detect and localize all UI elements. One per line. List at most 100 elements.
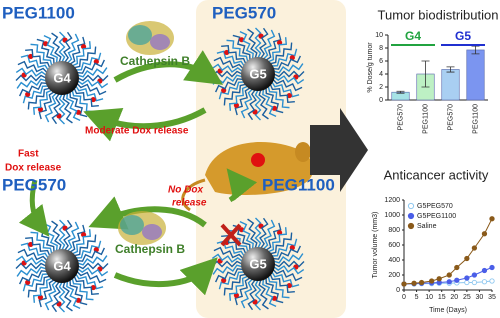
- error-bar: [396, 90, 405, 94]
- peg-chain: [262, 278, 277, 308]
- peg-chain: [71, 278, 94, 301]
- peg-chain: [20, 242, 49, 259]
- legend-label: Saline: [417, 223, 437, 230]
- peg-chain: [66, 280, 81, 310]
- peg-chain: [214, 268, 244, 283]
- peg-chain: [75, 85, 104, 102]
- core: [45, 61, 79, 95]
- peg-chain: [213, 246, 244, 260]
- peg-chain: [72, 41, 92, 67]
- peg-chain: [15, 262, 47, 270]
- peg-chain: [51, 220, 62, 251]
- generation-label: G5: [249, 256, 266, 271]
- peg-chain: [18, 82, 48, 97]
- peg-chain: [273, 70, 305, 78]
- point: [429, 278, 435, 284]
- charts: Tumor biodistribution % Dose/g tumor 0 2 4 6 8…: [367, 7, 499, 313]
- peg-chain: [265, 277, 284, 304]
- peg-chain: [63, 31, 73, 63]
- y-tick-label: 10: [375, 32, 383, 39]
- peg-chain: [259, 27, 269, 59]
- core: [241, 247, 275, 281]
- peg-chain: [17, 60, 48, 74]
- peg-chain: [77, 262, 109, 270]
- error-bar: [446, 66, 455, 73]
- peg-chain: [22, 273, 49, 292]
- peg-chain: [62, 93, 73, 124]
- peg-chain: [76, 270, 107, 284]
- point: [471, 272, 478, 278]
- point: [454, 277, 460, 283]
- chart-title: Anticancer activity: [384, 167, 489, 182]
- peg-chain: [15, 67, 47, 77]
- peg-chain: [76, 82, 107, 96]
- peg-chain: [32, 277, 52, 303]
- point: [454, 264, 460, 271]
- peg-chain: [58, 219, 66, 251]
- peg-chain: [27, 87, 50, 110]
- peg-chain: [240, 278, 254, 309]
- peg-chain: [234, 277, 251, 306]
- y-tick-label: 400: [388, 257, 400, 264]
- peg-chain: [272, 245, 302, 260]
- peg-chain: [273, 63, 304, 74]
- peg-chain: [51, 281, 61, 313]
- arrow: [226, 168, 258, 203]
- point: [481, 267, 488, 274]
- x-tick-label: PEG570: [447, 104, 454, 131]
- peg-chain: [58, 31, 66, 63]
- generation-label: G4: [53, 258, 71, 273]
- peg-chain: [16, 78, 47, 89]
- y-tick-label: 2: [379, 84, 383, 91]
- peg-chain: [232, 34, 251, 61]
- peg-label: PEG1100: [262, 175, 335, 194]
- x-axis-label: Time (Days): [429, 307, 467, 314]
- dendrimer: G5: [211, 27, 305, 121]
- peg-chain: [77, 74, 109, 82]
- peg-chain: [75, 52, 102, 71]
- peg-chain: [74, 234, 97, 257]
- enzyme-label: Cathepsin B: [115, 242, 185, 256]
- peg-chain: [262, 219, 276, 250]
- peg-chain: [223, 83, 246, 106]
- point: [481, 231, 488, 237]
- peg-chain: [44, 280, 58, 311]
- legend-marker: [407, 212, 415, 220]
- peg-chain: [273, 253, 304, 264]
- peg-chain: [271, 238, 298, 257]
- peg-chain: [254, 217, 262, 249]
- peg-chain: [75, 273, 104, 290]
- enzyme: [118, 211, 166, 245]
- peg-chain: [38, 279, 55, 308]
- peg-chain: [66, 221, 80, 252]
- peg-chain: [69, 279, 88, 306]
- point: [446, 279, 452, 285]
- peg-chain: [247, 28, 258, 59]
- peg-chain: [271, 81, 300, 98]
- peg-chain: [216, 50, 245, 67]
- point: [481, 279, 488, 285]
- x-tick-label: 0: [402, 294, 406, 301]
- peg-chain: [239, 220, 254, 250]
- x-tick-label: 35: [488, 294, 496, 301]
- peg-chain: [218, 271, 245, 290]
- peg-chain: [51, 93, 61, 125]
- peg-chain: [228, 85, 248, 111]
- point: [411, 280, 417, 286]
- y-tick-label: 0: [396, 287, 400, 294]
- block-cross: [220, 223, 242, 247]
- decor: G4 G5 G4 G5: [15, 27, 305, 313]
- peg-chain: [247, 218, 258, 249]
- peg-chain: [272, 268, 303, 282]
- peg-chain: [74, 46, 97, 69]
- point: [464, 279, 470, 286]
- y-axis-label: Tumor volume (mm3): [372, 212, 379, 279]
- peg-chain: [273, 75, 305, 85]
- peg-chain: [25, 48, 51, 68]
- peg-chain: [273, 265, 305, 275]
- peg-chain: [20, 54, 49, 71]
- release-label: release: [172, 198, 207, 209]
- legend-label: G5PEG570: [417, 203, 453, 210]
- peg-chain: [66, 92, 81, 122]
- peg-chain: [75, 240, 102, 259]
